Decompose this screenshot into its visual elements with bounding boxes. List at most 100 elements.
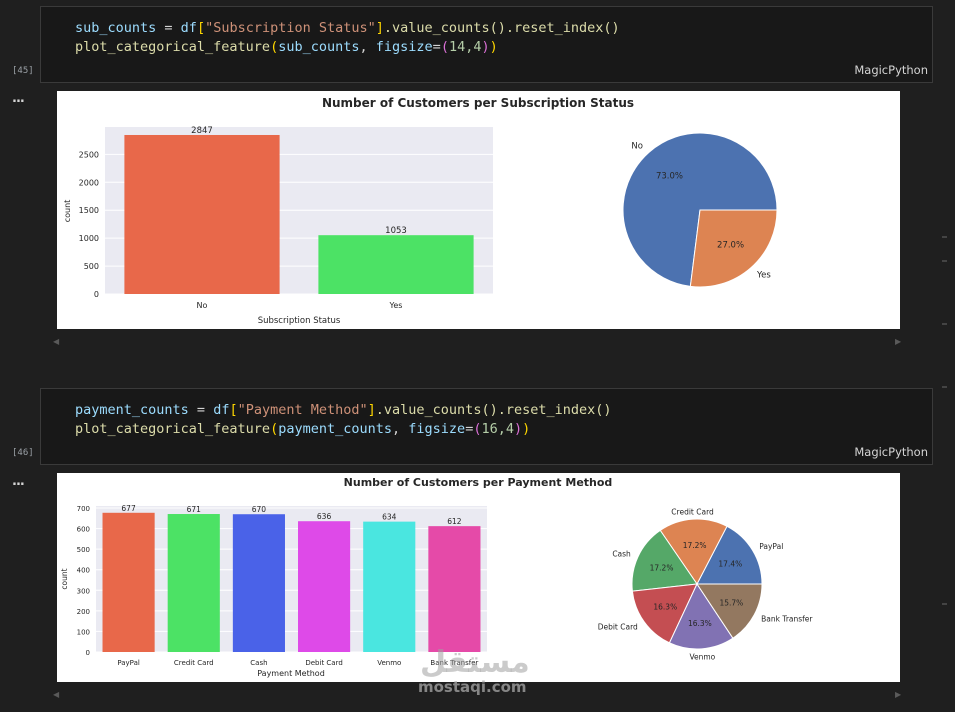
scrollbar-marker (942, 386, 947, 388)
output-menu-button[interactable]: ... (12, 474, 25, 489)
code-token: ) (522, 421, 531, 437)
code-token: ( (270, 39, 279, 55)
code-token: = (465, 421, 474, 437)
pie-slice-debit-card (631, 583, 698, 644)
pie-slice-cash (631, 529, 698, 592)
output-menu-button[interactable]: ... (12, 91, 25, 106)
axis-label-y: count (60, 568, 69, 589)
tick-label-y: 500 (84, 262, 99, 271)
code-token: figsize (375, 39, 433, 55)
tick-label-y: 600 (77, 526, 90, 534)
code-line-1[interactable]: payment_counts = df["Payment Method"].va… (75, 401, 611, 420)
chart-figure: Number of Customers per Subscription Sta… (63, 96, 778, 326)
code-token: = (156, 20, 181, 36)
data-label: 1053 (385, 226, 407, 236)
pie-label: Credit Card (671, 507, 714, 516)
code-token: ( (440, 39, 449, 55)
code-cell-46[interactable]: payment_counts = df["Payment Method"].va… (40, 388, 933, 465)
code-token: ( (473, 421, 482, 437)
tick-label-y: 700 (77, 505, 90, 513)
pie-pct-label: 15.7% (719, 598, 743, 607)
code-token: sub_counts (75, 20, 157, 36)
scroll-right-arrow[interactable]: ▶ (895, 690, 902, 699)
tick-label-x: No (197, 301, 208, 310)
tick-label-y: 1500 (79, 206, 99, 215)
scrollbar-marker (942, 603, 947, 605)
tick-label-y: 0 (94, 290, 99, 299)
data-label: 670 (252, 505, 267, 514)
code-line-2[interactable]: plot_categorical_feature(sub_counts, fig… (75, 38, 498, 57)
tick-label-y: 400 (77, 567, 90, 575)
code-line-1[interactable]: sub_counts = df["Subscription Status"].v… (75, 19, 620, 38)
pie-pct-label: 17.2% (683, 541, 707, 550)
bar-cash (232, 514, 285, 652)
pie-pct-label: 27.0% (717, 241, 744, 251)
pie-label: Bank Transfer (761, 614, 813, 623)
pie-pct-label: 16.3% (688, 619, 712, 628)
tick-label-y: 200 (77, 608, 90, 616)
tick-label-y: 2000 (79, 178, 99, 187)
data-label: 671 (187, 505, 202, 514)
scrollbar-marker (942, 260, 947, 262)
execution-count: [45] (12, 66, 34, 76)
code-token: df (180, 20, 197, 36)
data-label: 612 (447, 517, 462, 526)
code-token: payment_counts (278, 421, 393, 437)
tick-label-x: PayPal (117, 659, 140, 667)
bar-credit-card (167, 514, 220, 652)
pie-slice-bank-transfer (696, 583, 763, 639)
bar-bank-transfer (428, 526, 481, 652)
data-label: 634 (382, 513, 397, 522)
scrollbar-marker (942, 236, 947, 238)
code-token: = (432, 39, 441, 55)
tick-label-y: 500 (77, 546, 90, 554)
pie-pct-label: 73.0% (656, 171, 683, 181)
code-token: = (188, 402, 214, 418)
axis-label-y: count (63, 200, 72, 223)
pie-label: PayPal (759, 542, 783, 551)
cell-language-label[interactable]: MagicPython (854, 63, 928, 77)
scroll-left-arrow[interactable]: ◀ (53, 690, 60, 699)
tick-label-y: 2500 (79, 150, 99, 159)
scroll-right-arrow[interactable]: ▶ (895, 337, 902, 346)
pie-label: Debit Card (598, 622, 638, 631)
pie-pct-label: 16.3% (653, 603, 677, 612)
pie-label: No (631, 141, 643, 151)
code-token: figsize (408, 421, 466, 437)
watermark-logo: مستقل (420, 645, 530, 680)
code-cell-45[interactable]: sub_counts = df["Subscription Status"].v… (40, 6, 933, 83)
code-token: plot_categorical_feature (75, 39, 271, 55)
tick-label-x: Bank Transfer (430, 659, 478, 667)
execution-count: [46] (12, 448, 34, 458)
tick-label-x: Credit Card (174, 659, 214, 667)
code-token: "Payment Method" (237, 402, 368, 418)
data-label: 677 (121, 504, 136, 513)
cell-language-label[interactable]: MagicPython (854, 445, 928, 459)
tick-label-x: Yes (389, 301, 403, 310)
tick-label-y: 1000 (79, 234, 99, 243)
code-token: ) (513, 421, 523, 437)
code-token: df (213, 402, 230, 418)
bar-venmo (363, 521, 416, 652)
pie-label: Yes (756, 271, 771, 281)
pie-slice-venmo (668, 582, 734, 650)
plot-area (96, 506, 487, 652)
tick-label-x: Venmo (377, 659, 401, 667)
output-image: Number of Customers per Subscription Sta… (57, 91, 900, 329)
bar-no (124, 134, 280, 294)
pie-slice-yes (689, 209, 778, 288)
code-token: ) (481, 39, 490, 55)
watermark-site: mostaqi.com (418, 678, 527, 696)
code-token: ] (375, 20, 384, 36)
code-token: [ (229, 402, 238, 418)
data-label: 2847 (191, 126, 213, 136)
code-token: ( (270, 421, 279, 437)
code-token: ] (367, 402, 376, 418)
scrollbar-marker (942, 323, 947, 325)
code-token: [ (196, 20, 206, 36)
code-token: .value_counts().reset_index() (375, 402, 612, 418)
scroll-left-arrow[interactable]: ◀ (53, 337, 60, 346)
code-token: 16,4 (481, 421, 514, 437)
code-line-2[interactable]: plot_categorical_feature(payment_counts,… (75, 420, 530, 439)
code-token: sub_counts (278, 39, 360, 55)
